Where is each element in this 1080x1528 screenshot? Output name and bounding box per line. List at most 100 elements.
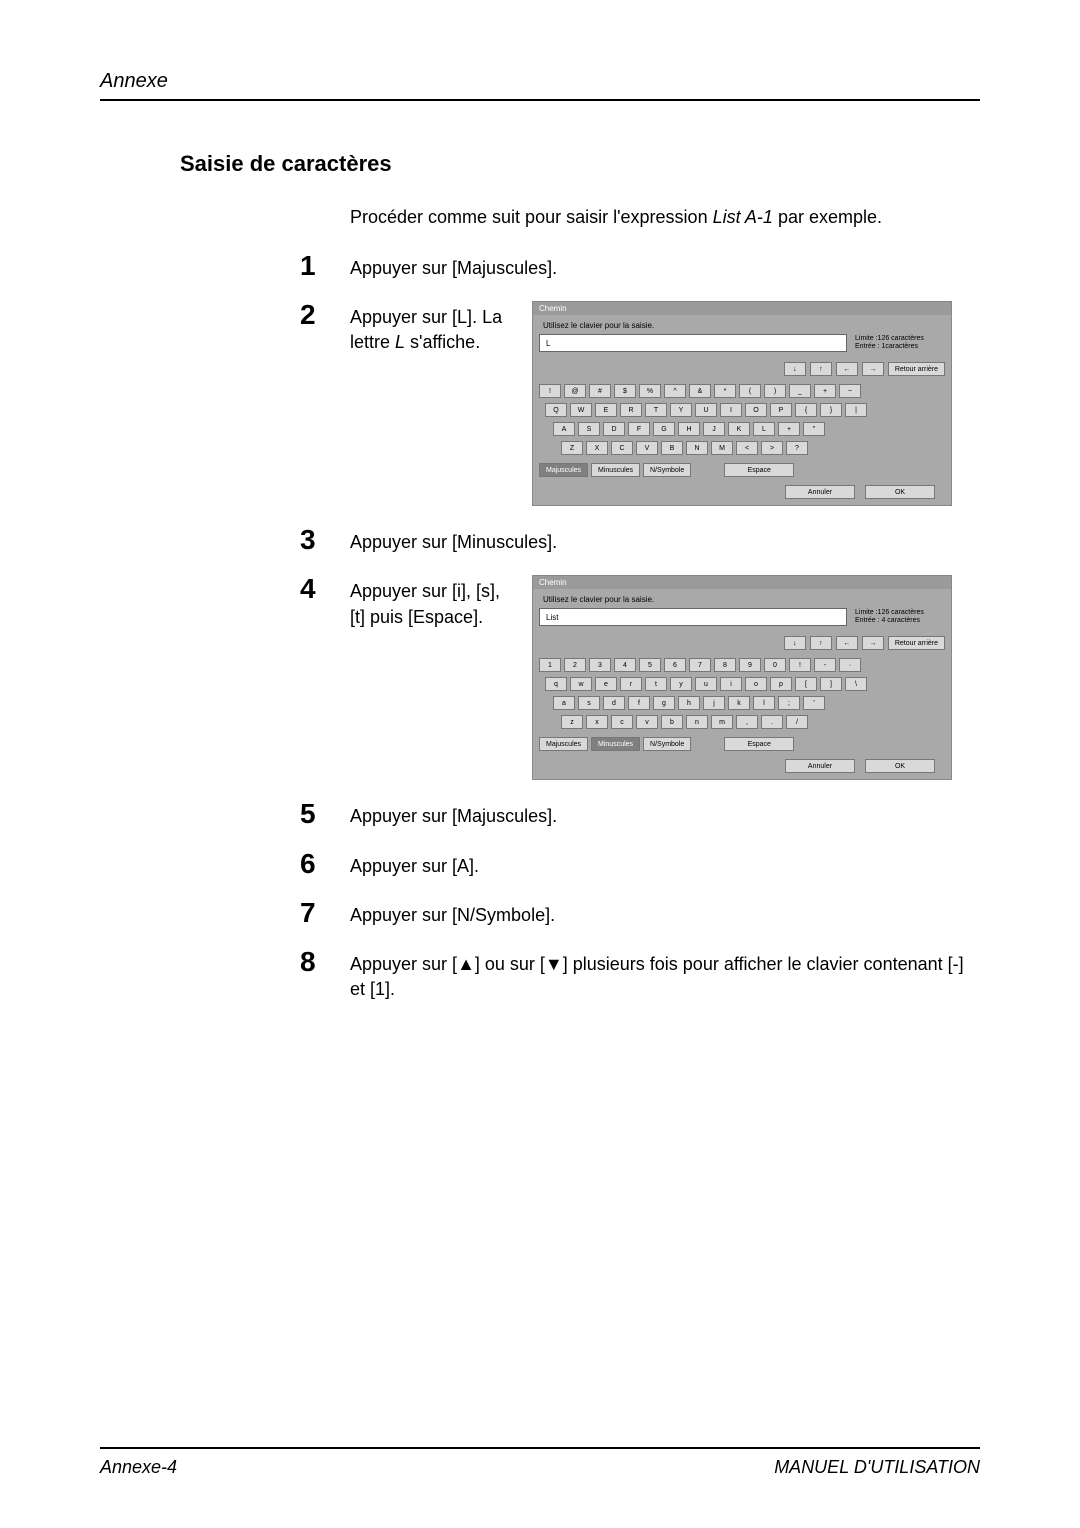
key-button[interactable]: f xyxy=(628,696,650,710)
key-button[interactable]: ! xyxy=(539,384,561,398)
arrow-right-button[interactable]: → xyxy=(862,362,884,376)
key-button[interactable]: + xyxy=(814,384,836,398)
arrow-right-button[interactable]: → xyxy=(862,636,884,650)
key-button[interactable]: Q xyxy=(545,403,567,417)
key-button[interactable]: U xyxy=(695,403,717,417)
mode-lowercase-button[interactable]: Minuscules xyxy=(591,737,640,751)
key-button[interactable]: 2 xyxy=(564,658,586,672)
arrow-down-button[interactable]: ↓ xyxy=(784,636,806,650)
ok-button[interactable]: OK xyxy=(865,759,935,773)
key-button[interactable]: b xyxy=(661,715,683,729)
key-button[interactable]: ? xyxy=(786,441,808,455)
key-button[interactable]: M xyxy=(711,441,733,455)
key-button[interactable]: F xyxy=(628,422,650,436)
key-button[interactable]: d xyxy=(603,696,625,710)
mode-lowercase-button[interactable]: Minuscules xyxy=(591,463,640,477)
key-button[interactable]: i xyxy=(720,677,742,691)
arrow-up-button[interactable]: ↑ xyxy=(810,636,832,650)
key-button[interactable]: R xyxy=(620,403,642,417)
key-button[interactable]: k xyxy=(728,696,750,710)
key-button[interactable]: g xyxy=(653,696,675,710)
key-button[interactable]: 8 xyxy=(714,658,736,672)
key-button[interactable]: W xyxy=(570,403,592,417)
key-button[interactable]: j xyxy=(703,696,725,710)
key-button[interactable]: # xyxy=(589,384,611,398)
mode-symbol-button[interactable]: N/Symbole xyxy=(643,737,691,751)
key-button[interactable]: 9 xyxy=(739,658,761,672)
key-button[interactable]: G xyxy=(653,422,675,436)
key-button[interactable]: \ xyxy=(845,677,867,691)
key-button[interactable]: X xyxy=(586,441,608,455)
key-button[interactable]: V xyxy=(636,441,658,455)
key-button[interactable]: ( xyxy=(739,384,761,398)
key-button[interactable]: > xyxy=(761,441,783,455)
arrow-left-button[interactable]: ← xyxy=(836,636,858,650)
mode-uppercase-button[interactable]: Majuscules xyxy=(539,463,588,477)
key-button[interactable]: Y xyxy=(670,403,692,417)
key-button[interactable]: + xyxy=(778,422,800,436)
key-button[interactable]: s xyxy=(578,696,600,710)
key-button[interactable]: ~ xyxy=(839,384,861,398)
key-button[interactable]: m xyxy=(711,715,733,729)
key-button[interactable]: J xyxy=(703,422,725,436)
key-button[interactable]: I xyxy=(720,403,742,417)
key-button[interactable]: $ xyxy=(614,384,636,398)
key-button[interactable]: ^ xyxy=(664,384,686,398)
key-button[interactable]: 6 xyxy=(664,658,686,672)
key-button[interactable]: T xyxy=(645,403,667,417)
key-button[interactable]: q xyxy=(545,677,567,691)
arrow-down-button[interactable]: ↓ xyxy=(784,362,806,376)
key-button[interactable]: ' xyxy=(803,696,825,710)
key-button[interactable]: @ xyxy=(564,384,586,398)
key-button[interactable]: v xyxy=(636,715,658,729)
key-button[interactable]: y xyxy=(670,677,692,691)
mode-symbol-button[interactable]: N/Symbole xyxy=(643,463,691,477)
key-button[interactable]: [ xyxy=(795,677,817,691)
cancel-button[interactable]: Annuler xyxy=(785,485,855,499)
key-button[interactable]: ] xyxy=(820,677,842,691)
key-button[interactable]: a xyxy=(553,696,575,710)
space-button[interactable]: Espace xyxy=(724,737,794,751)
key-button[interactable]: w xyxy=(570,677,592,691)
key-button[interactable]: _ xyxy=(789,384,811,398)
space-button[interactable]: Espace xyxy=(724,463,794,477)
key-button[interactable]: % xyxy=(639,384,661,398)
key-button[interactable]: | xyxy=(845,403,867,417)
key-button[interactable]: ! xyxy=(789,658,811,672)
key-button[interactable]: z xyxy=(561,715,583,729)
key-button[interactable]: & xyxy=(689,384,711,398)
key-button[interactable]: l xyxy=(753,696,775,710)
ok-button[interactable]: OK xyxy=(865,485,935,499)
arrow-up-button[interactable]: ↑ xyxy=(810,362,832,376)
key-button[interactable]: x xyxy=(586,715,608,729)
key-button[interactable]: . xyxy=(761,715,783,729)
keyboard-input[interactable]: L xyxy=(539,334,847,352)
key-button[interactable]: o xyxy=(745,677,767,691)
key-button[interactable]: S xyxy=(578,422,600,436)
key-button[interactable]: t xyxy=(645,677,667,691)
key-button[interactable]: * xyxy=(714,384,736,398)
key-button[interactable]: N xyxy=(686,441,708,455)
backspace-button[interactable]: Retour arrière xyxy=(888,636,945,650)
key-button[interactable]: 1 xyxy=(539,658,561,672)
key-button[interactable]: r xyxy=(620,677,642,691)
key-button[interactable]: B xyxy=(661,441,683,455)
key-button[interactable]: 4 xyxy=(614,658,636,672)
key-button[interactable]: D xyxy=(603,422,625,436)
key-button[interactable]: h xyxy=(678,696,700,710)
cancel-button[interactable]: Annuler xyxy=(785,759,855,773)
key-button[interactable]: c xyxy=(611,715,633,729)
key-button[interactable]: } xyxy=(820,403,842,417)
key-button[interactable]: E xyxy=(595,403,617,417)
key-button[interactable]: 3 xyxy=(589,658,611,672)
key-button[interactable]: e xyxy=(595,677,617,691)
key-button[interactable]: " xyxy=(803,422,825,436)
key-button[interactable]: p xyxy=(770,677,792,691)
key-button[interactable]: L xyxy=(753,422,775,436)
key-button[interactable]: H xyxy=(678,422,700,436)
arrow-left-button[interactable]: ← xyxy=(836,362,858,376)
mode-uppercase-button[interactable]: Majuscules xyxy=(539,737,588,751)
key-button[interactable]: ; xyxy=(778,696,800,710)
key-button[interactable]: n xyxy=(686,715,708,729)
key-button[interactable]: K xyxy=(728,422,750,436)
